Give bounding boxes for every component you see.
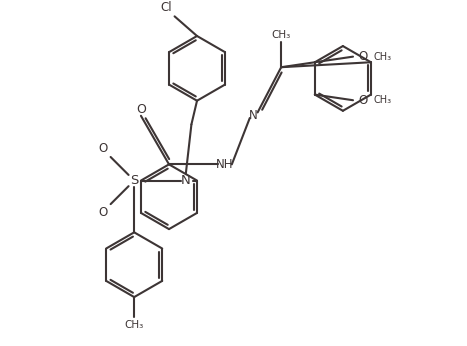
Text: CH₃: CH₃: [374, 95, 392, 105]
Text: CH₃: CH₃: [374, 52, 392, 62]
Text: O: O: [359, 94, 368, 107]
Text: NH: NH: [216, 158, 234, 171]
Text: O: O: [136, 102, 146, 116]
Text: CH₃: CH₃: [271, 30, 291, 40]
Text: O: O: [99, 206, 108, 219]
Text: O: O: [99, 142, 108, 155]
Text: N: N: [249, 109, 257, 122]
Text: O: O: [359, 50, 368, 63]
Text: S: S: [130, 174, 138, 187]
Text: CH₃: CH₃: [125, 320, 144, 330]
Text: Cl: Cl: [160, 1, 172, 15]
Text: N: N: [181, 174, 191, 187]
